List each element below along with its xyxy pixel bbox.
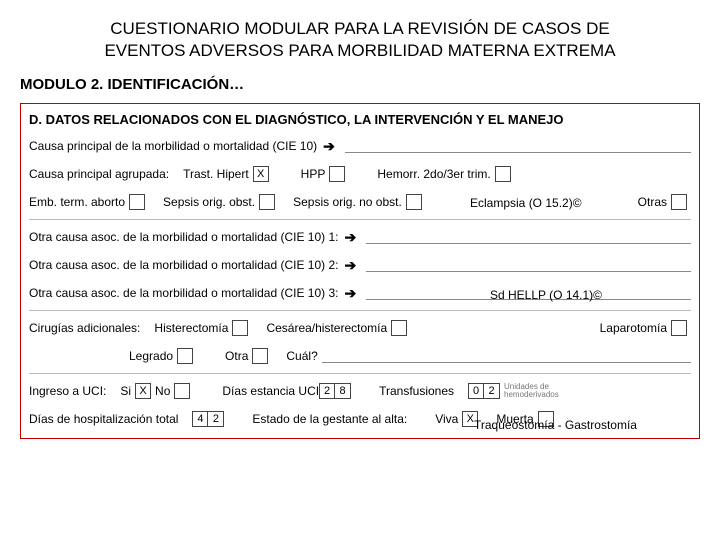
opt-cesarea: Cesárea/histerectomía (266, 321, 387, 335)
opt-sepsis-obst: Sepsis orig. obst. (163, 195, 255, 209)
row-agrupada-2: Emb. term. aborto Sepsis orig. obst. Sep… (29, 191, 691, 213)
checkbox-sepsis-no[interactable] (406, 194, 422, 210)
section-d-title: D. DATOS RELACIONADOS CON EL DIAGNÓSTICO… (29, 112, 691, 127)
opt-legrado: Legrado (129, 349, 173, 363)
opt-histerectomia: Histerectomía (154, 321, 228, 335)
row-causa-agrupada: Causa principal agrupada: Trast. Hipert … (29, 163, 691, 185)
checkbox-si[interactable]: X (135, 383, 151, 399)
checkbox-sepsis-obst[interactable] (259, 194, 275, 210)
row-otra-1: Otra causa asoc. de la morbilidad o mort… (29, 226, 691, 248)
module-subtitle: MODULO 2. IDENTIFICACIÓN… (20, 76, 700, 93)
arrow-icon: ➔ (344, 285, 356, 302)
arrow-icon: ➔ (323, 138, 335, 155)
causa-principal-line (345, 139, 691, 153)
hosp-1[interactable]: 4 (192, 411, 208, 427)
divider-3 (29, 373, 691, 374)
checkbox-cesarea[interactable] (391, 320, 407, 336)
opt-emb: Emb. term. aborto (29, 195, 125, 209)
cual-value: Traqueostomía - Gastrostomía (474, 418, 637, 432)
divider-2 (29, 310, 691, 311)
dias-uci-1[interactable]: 2 (319, 383, 335, 399)
otra3-label: Otra causa asoc. de la morbilidad o mort… (29, 286, 338, 300)
opt-hpp: HPP (301, 167, 326, 181)
opt-viva: Viva (435, 412, 458, 426)
title-line-2: EVENTOS ADVERSOS PARA MORBILIDAD MATERNA… (104, 41, 615, 60)
hosp-2[interactable]: 2 (208, 411, 224, 427)
opt-otra: Otra (225, 349, 248, 363)
hosp-dias-label: Días de hospitalización total (29, 412, 178, 426)
checkbox-legrado[interactable] (177, 348, 193, 364)
row-cirugias-1: Cirugías adicionales: Histerectomía Cesá… (29, 317, 691, 339)
opt-si: Si (120, 384, 131, 398)
causa-agrupada-label: Causa principal agrupada: (29, 167, 169, 181)
checkbox-laparotomia[interactable] (671, 320, 687, 336)
ingreso-uci-label: Ingreso a UCI: (29, 384, 106, 398)
otra1-value: Sd HELLP (O 14.1)© (490, 288, 602, 302)
section-d-box: D. DATOS RELACIONADOS CON EL DIAGNÓSTICO… (20, 103, 700, 439)
divider-1 (29, 219, 691, 220)
causa-principal-value: Eclampsia (O 15.2)© (470, 196, 582, 210)
transf-2[interactable]: 2 (484, 383, 500, 399)
opt-otras: Otras (638, 195, 667, 209)
otra1-label: Otra causa asoc. de la morbilidad o mort… (29, 230, 338, 244)
causa-principal-label: Causa principal de la morbilidad o morta… (29, 139, 317, 153)
checkbox-no[interactable] (174, 383, 190, 399)
unidades-note-2: hemoderivados (504, 390, 559, 399)
dias-uci-label: Días estancia UCI (222, 384, 319, 398)
opt-hemorr: Hemorr. 2do/3er trim. (377, 167, 490, 181)
estado-label: Estado de la gestante al alta: (252, 412, 407, 426)
otra2-line (366, 258, 691, 272)
transf-1[interactable]: 0 (468, 383, 484, 399)
checkbox-hemorr[interactable] (495, 166, 511, 182)
opt-no: No (155, 384, 170, 398)
checkbox-otras[interactable] (671, 194, 687, 210)
cual-label: Cuál? (286, 349, 317, 363)
cual-line (322, 349, 691, 363)
arrow-icon: ➔ (344, 257, 356, 274)
row-otra-2: Otra causa asoc. de la morbilidad o mort… (29, 254, 691, 276)
otra2-label: Otra causa asoc. de la morbilidad o mort… (29, 258, 338, 272)
checkbox-trast[interactable]: X (253, 166, 269, 182)
unidades-note: Unidades de hemoderivados (504, 383, 559, 399)
checkbox-otra[interactable] (252, 348, 268, 364)
main-title: CUESTIONARIO MODULAR PARA LA REVISIÓN DE… (20, 18, 700, 62)
opt-sepsis-no: Sepsis orig. no obst. (293, 195, 402, 209)
row-uci: Ingreso a UCI: Si X No Días estancia UCI… (29, 380, 691, 402)
opt-laparotomia: Laparotomía (600, 321, 667, 335)
dias-uci-2[interactable]: 8 (335, 383, 351, 399)
transf-label: Transfusiones (379, 384, 454, 398)
checkbox-hpp[interactable] (329, 166, 345, 182)
arrow-icon: ➔ (344, 229, 356, 246)
checkbox-emb[interactable] (129, 194, 145, 210)
cirugias-label: Cirugías adicionales: (29, 321, 140, 335)
checkbox-histerectomia[interactable] (232, 320, 248, 336)
row-causa-principal: Causa principal de la morbilidad o morta… (29, 135, 691, 157)
otra1-line (366, 230, 691, 244)
opt-trast: Trast. Hipert (183, 167, 249, 181)
title-line-1: CUESTIONARIO MODULAR PARA LA REVISIÓN DE… (110, 19, 609, 38)
row-cirugias-2: Legrado Otra Cuál? (29, 345, 691, 367)
